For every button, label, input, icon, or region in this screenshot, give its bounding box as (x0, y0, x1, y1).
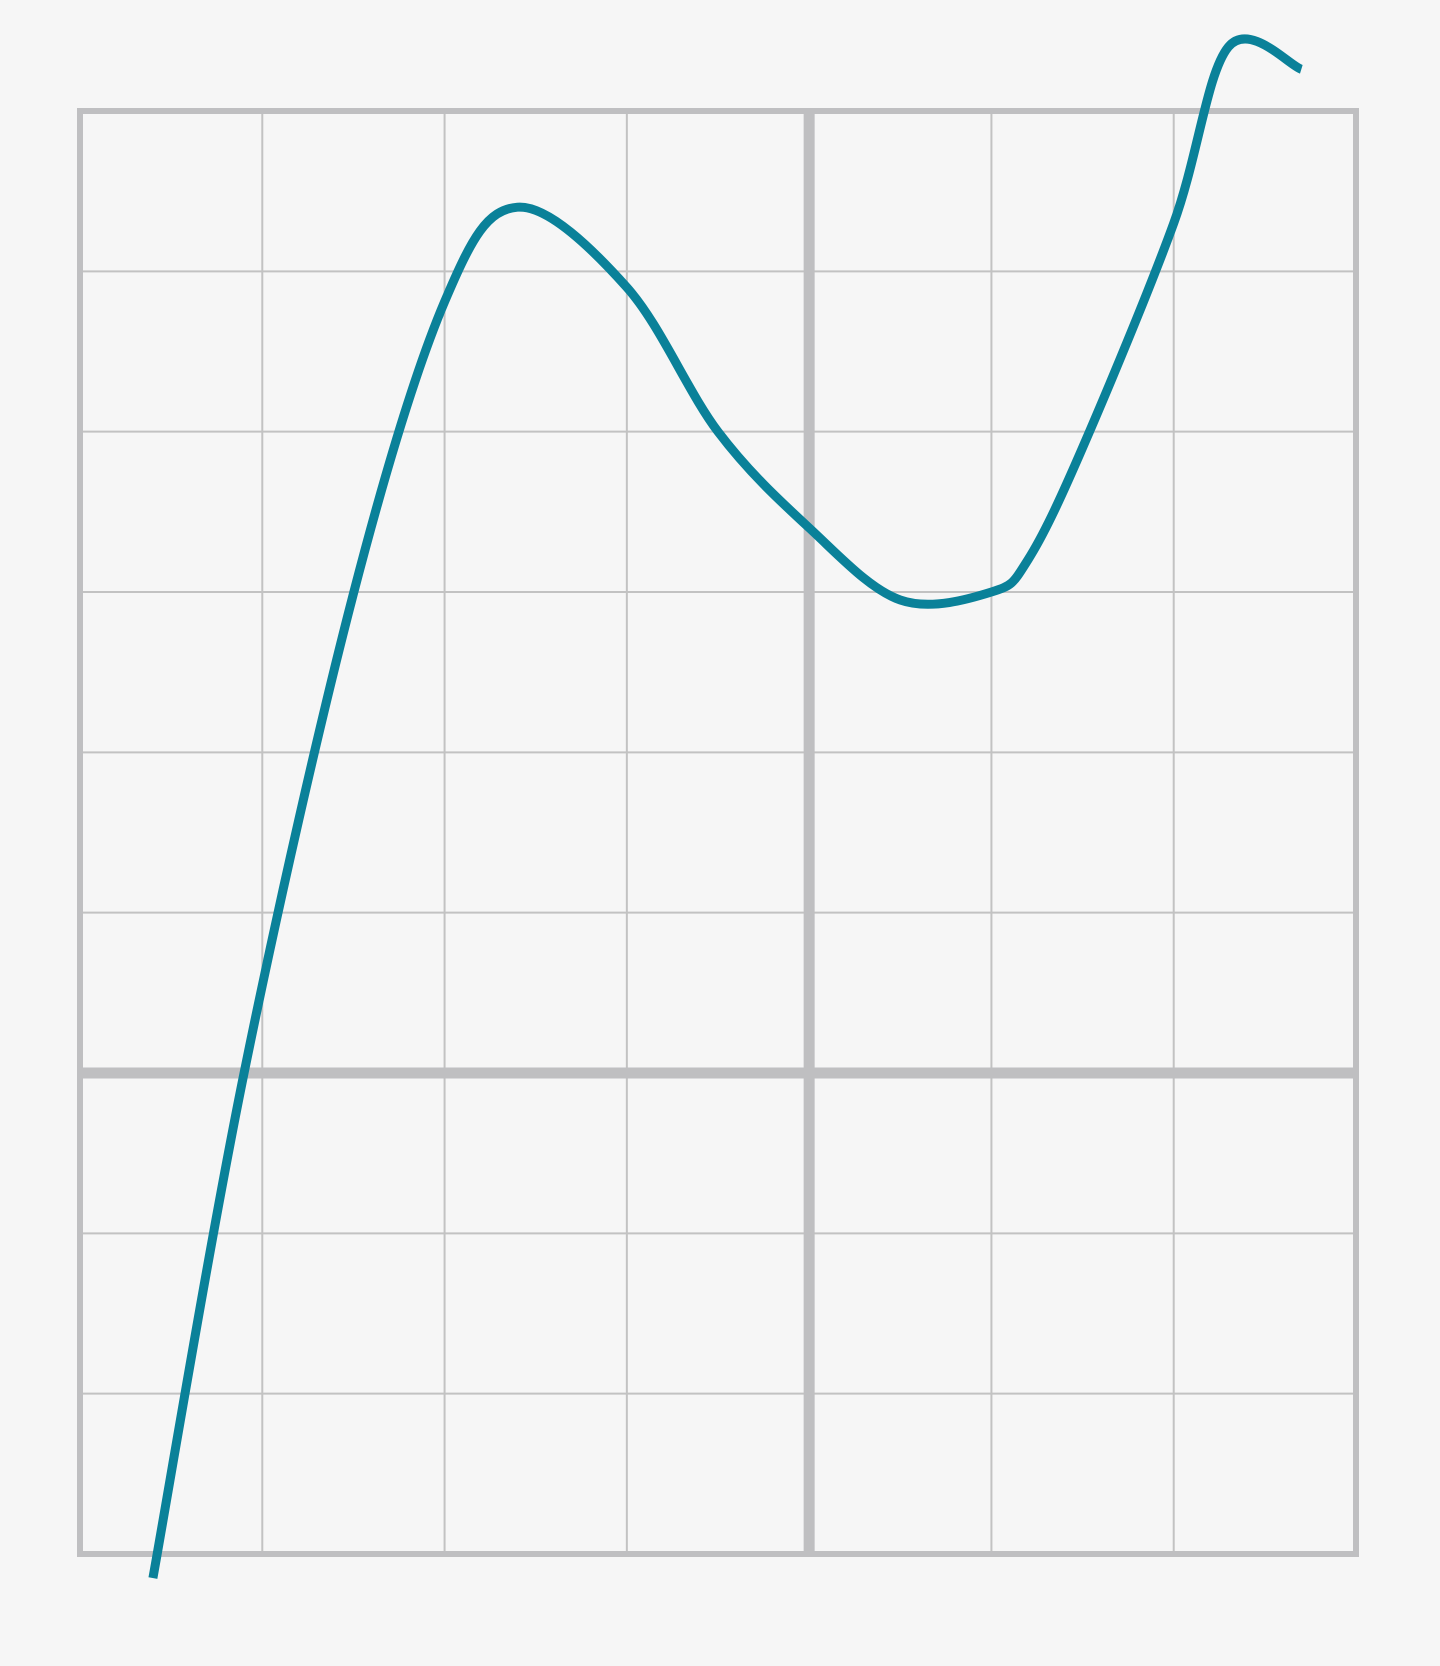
plot-frame (77, 108, 1359, 1557)
series-layer (148, 34, 1304, 1579)
axes (80, 111, 1356, 1554)
series-line-0 (148, 34, 1304, 1579)
grid-lines (80, 111, 1356, 1554)
